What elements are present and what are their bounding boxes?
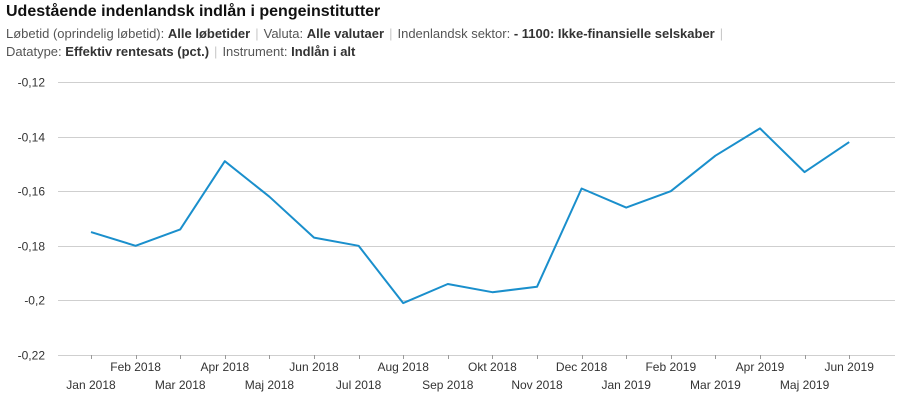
x-tick-label: Dec 2018 xyxy=(556,360,608,374)
x-tick-label: Maj 2019 xyxy=(780,378,830,392)
data-point xyxy=(713,154,717,158)
x-tick-label: Sep 2018 xyxy=(422,378,474,392)
y-tick-label: -0,2 xyxy=(24,294,45,308)
x-tick-label: Mar 2019 xyxy=(690,378,741,392)
data-point xyxy=(357,244,361,248)
filter-sector: Indenlandsk sektor: - 1100: Ikke-finansi… xyxy=(397,26,715,41)
filter-currency: Valuta: Alle valutaer xyxy=(263,26,385,41)
data-point xyxy=(490,290,494,294)
data-series xyxy=(89,126,851,305)
filter-separator: | xyxy=(255,26,259,41)
x-tick-label: Jul 2018 xyxy=(336,378,382,392)
y-tick-label: -0,16 xyxy=(18,185,46,199)
data-point xyxy=(134,244,138,248)
filter-row-2: Datatype: Effektiv rentesats (pct.) | Inst… xyxy=(6,44,355,59)
x-tick-label: Jun 2019 xyxy=(825,360,875,374)
grid-lines xyxy=(58,82,895,356)
data-point xyxy=(669,189,673,193)
data-point xyxy=(535,285,539,289)
data-point xyxy=(89,230,93,234)
x-tick-label: Feb 2019 xyxy=(645,360,696,374)
y-tick-label: -0,18 xyxy=(18,240,46,254)
filter-row-1: Løbetid (oprindelig løbetid): Alle løbet… xyxy=(6,26,728,41)
data-point xyxy=(401,301,405,305)
y-tick-label: -0,14 xyxy=(18,131,46,145)
x-tick-label: Jan 2018 xyxy=(66,378,116,392)
x-tick-label: Maj 2018 xyxy=(245,378,295,392)
x-tick-label: Okt 2018 xyxy=(468,360,517,374)
y-tick-label: -0,12 xyxy=(18,76,46,90)
filter-instrument: Instrument: Indlån i alt xyxy=(222,44,356,59)
y-tick-label: -0,22 xyxy=(18,349,46,363)
x-tick-label: Mar 2018 xyxy=(155,378,206,392)
x-tick-label: Nov 2018 xyxy=(511,378,563,392)
filter-maturity: Løbetid (oprindelig løbetid): Alle løbet… xyxy=(6,26,251,41)
data-point xyxy=(758,126,762,130)
data-point xyxy=(446,282,450,286)
data-point xyxy=(312,236,316,240)
filter-datatype: Datatype: Effektiv rentesats (pct.) xyxy=(6,44,210,59)
data-point xyxy=(267,195,271,199)
chart-title: Udestående indenlandsk indlån i pengeins… xyxy=(6,3,381,20)
data-point xyxy=(178,227,182,231)
series-line xyxy=(90,127,850,305)
data-point xyxy=(580,187,584,191)
x-axis: Jan 2018 Feb 2018 Mar 2018 Apr 2018 Maj 2018… xyxy=(66,355,874,392)
data-point xyxy=(847,140,851,144)
filter-separator: | xyxy=(389,26,393,41)
x-tick-label: Jan 2019 xyxy=(602,378,652,392)
x-tick-label: Jun 2018 xyxy=(289,360,339,374)
x-tick-label: Aug 2018 xyxy=(378,360,430,374)
y-axis: -0,12 -0,14 -0,16 -0,18 -0,2 -0,22 xyxy=(18,76,46,363)
data-point xyxy=(803,170,807,174)
x-tick-label: Apr 2019 xyxy=(736,360,785,374)
data-point xyxy=(223,159,227,163)
data-point xyxy=(624,206,628,210)
filter-separator: | xyxy=(719,26,724,41)
x-tick-label: Apr 2018 xyxy=(200,360,249,374)
x-tick-label: Feb 2018 xyxy=(110,360,161,374)
filter-separator: | xyxy=(214,44,218,59)
